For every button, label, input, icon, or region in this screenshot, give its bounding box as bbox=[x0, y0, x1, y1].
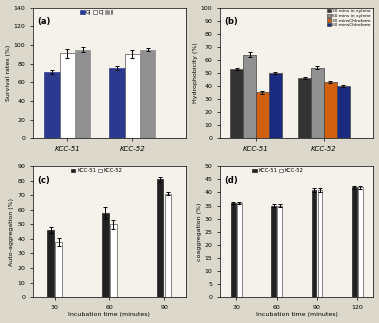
Bar bbox=[312, 190, 316, 297]
Text: (a): (a) bbox=[37, 17, 51, 26]
Bar bbox=[311, 68, 324, 138]
Bar bbox=[110, 224, 117, 297]
Y-axis label: Auto-aggregation (%): Auto-aggregation (%) bbox=[9, 198, 14, 266]
Bar bbox=[358, 187, 363, 297]
Bar bbox=[324, 82, 337, 138]
Legend: 30 mins in xylene, 60 mins in xylene, 30 minsChlroform, 60 minsChlroform: 30 mins in xylene, 60 mins in xylene, 30… bbox=[326, 7, 373, 29]
Bar bbox=[60, 53, 75, 138]
X-axis label: Incubation time (minutes): Incubation time (minutes) bbox=[69, 312, 150, 318]
Bar bbox=[237, 203, 241, 297]
Bar bbox=[140, 49, 155, 138]
Bar bbox=[165, 194, 171, 297]
Text: (c): (c) bbox=[37, 175, 50, 184]
Y-axis label: Hydrophobicity (%): Hydrophobicity (%) bbox=[193, 43, 198, 103]
Bar bbox=[47, 230, 54, 297]
Y-axis label: Survival rates (%): Survival rates (%) bbox=[6, 45, 11, 101]
Legend: KCC-51, KCC-52: KCC-51, KCC-52 bbox=[250, 166, 306, 176]
Bar bbox=[55, 242, 62, 297]
Bar bbox=[44, 72, 60, 138]
Bar bbox=[157, 180, 163, 297]
Bar bbox=[125, 54, 140, 138]
Bar bbox=[277, 205, 282, 297]
Y-axis label: coaggregation (%): coaggregation (%) bbox=[197, 203, 202, 261]
Bar bbox=[230, 69, 243, 138]
Legend: KCC-51, KCC-52: KCC-51, KCC-52 bbox=[69, 166, 125, 176]
Bar bbox=[75, 49, 90, 138]
Bar bbox=[110, 68, 125, 138]
X-axis label: Incubation time (minutes): Incubation time (minutes) bbox=[256, 312, 338, 318]
Bar bbox=[337, 86, 349, 138]
Text: (d): (d) bbox=[225, 175, 238, 184]
Legend: GJ, DJ, IJ: GJ, DJ, IJ bbox=[78, 7, 116, 17]
Bar bbox=[318, 190, 322, 297]
Bar bbox=[231, 203, 236, 297]
Bar bbox=[298, 78, 311, 138]
Bar bbox=[256, 92, 269, 138]
Text: (b): (b) bbox=[225, 17, 238, 26]
Bar bbox=[269, 73, 282, 138]
Bar bbox=[102, 213, 109, 297]
Bar bbox=[271, 205, 276, 297]
Bar bbox=[352, 187, 357, 297]
Bar bbox=[243, 55, 256, 138]
